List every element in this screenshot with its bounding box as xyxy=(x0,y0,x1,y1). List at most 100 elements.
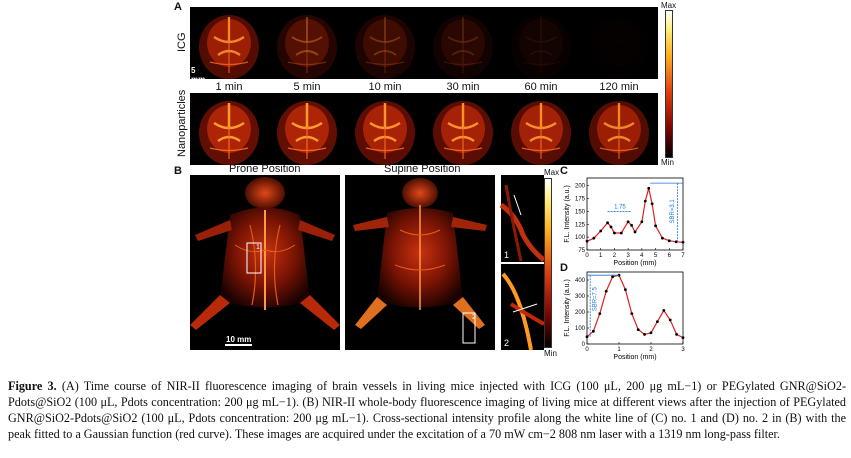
time-label-3: 10 min xyxy=(368,81,402,93)
y-tick-label: 300 xyxy=(575,294,586,300)
inset-2-label: 2 xyxy=(504,338,509,348)
nanoparticle-tile-3 xyxy=(346,93,424,165)
data-point xyxy=(606,221,609,225)
gaussian-fit-curve xyxy=(586,188,684,243)
panel-c-letter: C xyxy=(560,165,568,177)
data-point xyxy=(674,240,678,244)
time-label-6: 120 min xyxy=(599,81,639,93)
data-point xyxy=(661,236,664,240)
chart-c: 0 1 2 3 4 5 6 7 75 100 125 150 175 200 Position (mm) F.… xyxy=(564,177,685,267)
icg-tile-4 xyxy=(424,7,502,79)
gaussian-fit-curve xyxy=(586,274,684,339)
x-tick-label: 4 xyxy=(640,253,644,259)
colorbar-b-min: Min xyxy=(544,349,557,358)
nanoparticle-tile-1 xyxy=(190,93,268,165)
y-tick-label: 100 xyxy=(575,235,586,241)
scalebar-a: 5 mm xyxy=(191,66,211,86)
y-tick-label: 175 xyxy=(575,197,586,203)
x-tick-label: 3 xyxy=(626,253,630,259)
time-label-2: 5 min xyxy=(293,81,321,93)
x-tick-label: 1 xyxy=(617,347,621,353)
y-tick-label: 75 xyxy=(578,248,585,254)
colorbar-a-max: Max xyxy=(661,1,677,10)
data-point xyxy=(592,236,596,240)
data-point xyxy=(640,220,644,224)
inset-1-label: 1 xyxy=(504,250,509,260)
panel-b-letter: B xyxy=(174,165,182,177)
x-tick-label: 3 xyxy=(681,347,685,353)
colorbar-b-max: Max xyxy=(544,168,560,177)
data-point xyxy=(643,333,646,336)
y-axis-label: F.L. Intensity (a.u.) xyxy=(564,185,571,243)
data-point xyxy=(647,186,651,190)
x-tick-label: 2 xyxy=(613,253,617,259)
data-point xyxy=(626,220,630,224)
data-point xyxy=(667,239,671,243)
spacing-annotation: 1.75 xyxy=(614,204,626,210)
data-point xyxy=(654,224,657,228)
x-tick-label: 5 xyxy=(654,253,658,259)
y-tick-label: 200 xyxy=(575,184,586,190)
nanoparticle-tile-6 xyxy=(580,93,658,165)
data-point xyxy=(675,333,678,336)
y-tick-label: 200 xyxy=(575,310,586,316)
icg-row-label: ICG xyxy=(176,32,188,52)
icg-tile-5 xyxy=(502,7,580,79)
data-point xyxy=(643,199,647,203)
y-tick-label: 400 xyxy=(575,278,586,284)
colorbar-a xyxy=(665,10,673,158)
icg-tile-6 xyxy=(580,7,658,79)
colorbar-a-min: Min xyxy=(661,158,674,167)
icg-tile-3 xyxy=(346,7,424,79)
data-point xyxy=(592,329,595,333)
panel-d-letter: D xyxy=(560,262,568,274)
data-point xyxy=(668,318,672,322)
data-point xyxy=(598,312,602,315)
nanoparticle-tile-5 xyxy=(502,93,580,165)
panel-a-letter: A xyxy=(174,1,182,13)
supine-position-label: Supine Position xyxy=(384,163,461,175)
figure-label: Figure 3. xyxy=(8,379,57,393)
y-tick-label: 150 xyxy=(575,209,586,215)
chart-d: 0 1 2 3 0 100 200 300 400 Position (mm) F.L. Inten… xyxy=(564,271,685,361)
x-tick-label: 7 xyxy=(681,253,685,259)
data-point xyxy=(681,240,685,244)
x-tick-label: 1 xyxy=(599,253,603,259)
box-1-label: 1 xyxy=(256,244,260,251)
plot-frame xyxy=(586,271,684,345)
x-tick-label: 0 xyxy=(585,347,589,353)
icg-tile-1 xyxy=(190,7,268,79)
inset-2-image: 2 xyxy=(501,264,545,350)
data-point xyxy=(656,320,659,323)
data-point xyxy=(624,288,627,291)
time-label-4: 30 min xyxy=(446,81,480,93)
data-point xyxy=(611,275,614,279)
time-label-1: 1 min xyxy=(215,81,243,93)
y-tick-label: 0 xyxy=(582,342,586,348)
plot-frame xyxy=(586,177,684,251)
x-tick-label: 2 xyxy=(649,347,653,353)
x-tick-label: 6 xyxy=(668,253,672,259)
nanoparticles-row-label: Nanoparticles xyxy=(176,89,188,157)
data-point xyxy=(599,229,603,233)
colorbar-b xyxy=(544,178,552,348)
supine-mouse-image: 2 xyxy=(345,175,495,350)
x-axis-label: Position (mm) xyxy=(613,354,656,361)
inset-1-image: 1 xyxy=(499,175,546,262)
data-point xyxy=(649,331,653,335)
data-point xyxy=(636,328,640,331)
x-tick-label: 0 xyxy=(585,253,589,259)
icg-tile-2 xyxy=(268,7,346,79)
nanoparticle-tile-2 xyxy=(268,93,346,165)
time-label-5: 60 min xyxy=(524,81,558,93)
box-2-label: 2 xyxy=(472,314,476,321)
scalebar-b: 10 mm xyxy=(226,335,251,344)
data-point xyxy=(630,312,634,315)
y-axis-label: F.L. Intensity (a.u.) xyxy=(564,279,571,337)
data-point xyxy=(585,239,589,243)
data-point xyxy=(609,225,613,229)
sbr-annotation: SBR=7.5 xyxy=(593,286,599,311)
data-point xyxy=(619,231,623,235)
panel-b-images: 1 10 mm 2 1 2 xyxy=(190,175,546,350)
figure-caption: Figure 3. (A) Time course of NIR-II fluo… xyxy=(8,378,846,442)
